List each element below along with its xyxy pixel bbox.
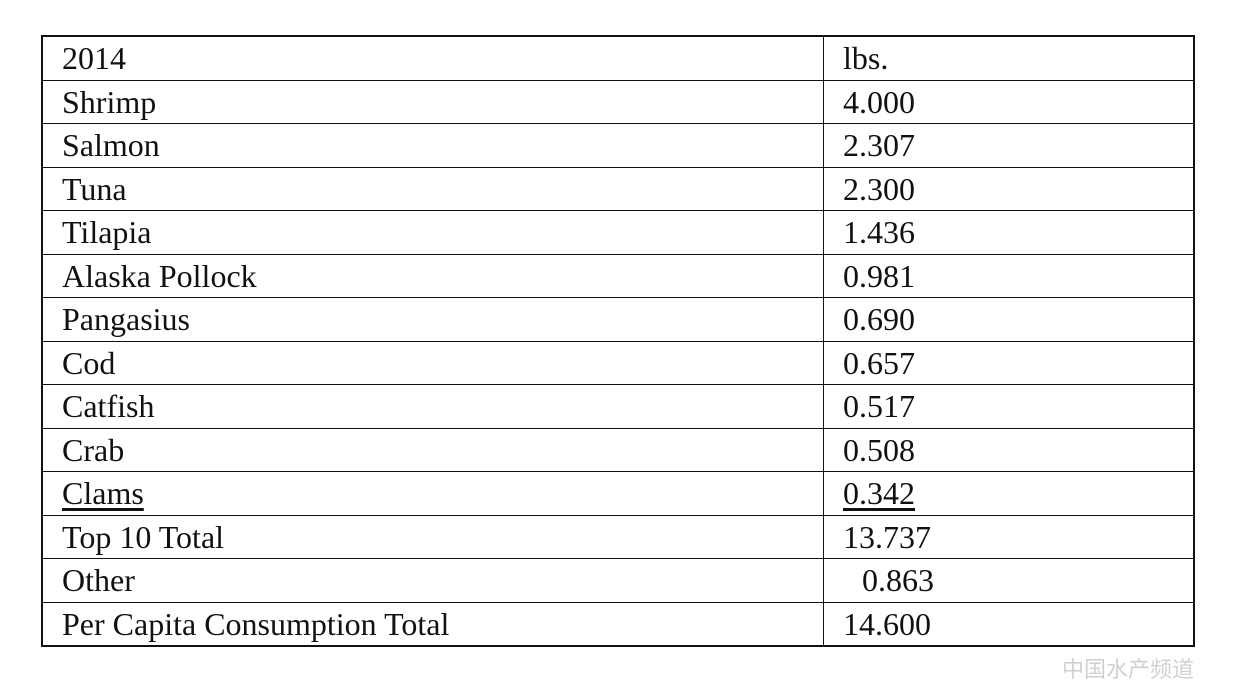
table-cell: 4.000 bbox=[823, 79, 1195, 124]
cell-text: lbs. bbox=[843, 40, 889, 77]
table-cell: Crab bbox=[41, 427, 824, 472]
watermark: 中国水产频道 bbox=[1061, 658, 1194, 683]
cell-text: 2.300 bbox=[843, 170, 915, 207]
table-cell: lbs. bbox=[823, 35, 1195, 81]
cell-text: 14.600 bbox=[843, 605, 931, 642]
table-cell: Per Capita Consumption Total bbox=[41, 601, 824, 647]
cell-text: 2014 bbox=[62, 40, 126, 77]
table-cell: Shrimp bbox=[41, 79, 824, 124]
cell-text: Clams bbox=[62, 475, 144, 512]
table-cell: 0.690 bbox=[823, 297, 1195, 342]
table-row: Salmon 2.307 bbox=[41, 123, 1195, 168]
cell-text: 0.657 bbox=[843, 344, 915, 381]
table-cell: 0.342 bbox=[823, 471, 1195, 516]
table-cell: Tuna bbox=[41, 166, 824, 211]
cell-text: 4.000 bbox=[843, 83, 915, 120]
table-row: Top 10 Total 13.737 bbox=[41, 514, 1195, 559]
table-row: Tuna 2.300 bbox=[41, 166, 1195, 211]
data-table: 2014 lbs. Shrimp 4.000 Salmon 2.307 Tuna 2.300 T… bbox=[41, 35, 1195, 647]
table-row: Clams 0.342 bbox=[41, 471, 1195, 516]
cell-text: Cod bbox=[62, 344, 116, 381]
table-cell: Top 10 Total bbox=[41, 514, 824, 559]
cell-text: 0.342 bbox=[843, 475, 915, 512]
table-row: Catfish 0.517 bbox=[41, 384, 1195, 429]
table-cell: Salmon bbox=[41, 123, 824, 168]
table-row: Crab 0.508 bbox=[41, 427, 1195, 472]
table-cell: Clams bbox=[41, 471, 824, 516]
cell-text: Per Capita Consumption Total bbox=[62, 605, 450, 642]
table-row: Cod 0.657 bbox=[41, 340, 1195, 385]
cell-text: 0.863 bbox=[862, 562, 934, 599]
cell-text: Top 10 Total bbox=[62, 518, 225, 555]
table-cell: 14.600 bbox=[823, 601, 1195, 647]
table-cell: Other bbox=[41, 558, 824, 603]
cell-text: Salmon bbox=[62, 127, 160, 164]
cell-text: 13.737 bbox=[843, 518, 931, 555]
table-cell: 13.737 bbox=[823, 514, 1195, 559]
table-cell: 2014 bbox=[41, 35, 824, 81]
cell-text: 2.307 bbox=[843, 127, 915, 164]
table-row: 2014 lbs. bbox=[41, 35, 1195, 81]
table-cell: Alaska Pollock bbox=[41, 253, 824, 298]
table-row: Tilapia 1.436 bbox=[41, 210, 1195, 255]
cell-text: Alaska Pollock bbox=[62, 257, 257, 294]
cell-text: Tuna bbox=[62, 170, 127, 207]
table-row: Alaska Pollock 0.981 bbox=[41, 253, 1195, 298]
cell-text: Shrimp bbox=[62, 83, 157, 120]
table-row: Pangasius 0.690 bbox=[41, 297, 1195, 342]
cell-text: Pangasius bbox=[62, 301, 190, 338]
table-cell: 0.863 bbox=[823, 558, 1195, 603]
cell-text: 0.690 bbox=[843, 301, 915, 338]
cell-text: 1.436 bbox=[843, 214, 915, 251]
table-cell: Pangasius bbox=[41, 297, 824, 342]
table-cell: 0.508 bbox=[823, 427, 1195, 472]
table-cell: Cod bbox=[41, 340, 824, 385]
table-cell: 0.517 bbox=[823, 384, 1195, 429]
table-cell: 2.307 bbox=[823, 123, 1195, 168]
cell-text: Other bbox=[62, 562, 135, 599]
table-cell: 0.657 bbox=[823, 340, 1195, 385]
table-cell: Catfish bbox=[41, 384, 824, 429]
cell-text: Tilapia bbox=[62, 214, 152, 251]
table-cell: 1.436 bbox=[823, 210, 1195, 255]
cell-text: Crab bbox=[62, 431, 125, 468]
table-cell: 0.981 bbox=[823, 253, 1195, 298]
cell-text: Catfish bbox=[62, 388, 155, 425]
table-row: Shrimp 4.000 bbox=[41, 79, 1195, 124]
table-cell: 2.300 bbox=[823, 166, 1195, 211]
table-row: Per Capita Consumption Total 14.600 bbox=[41, 601, 1195, 647]
cell-text: 0.508 bbox=[843, 431, 915, 468]
table-row: Other 0.863 bbox=[41, 558, 1195, 603]
cell-text: 0.981 bbox=[843, 257, 915, 294]
cell-text: 0.517 bbox=[843, 388, 915, 425]
table-cell: Tilapia bbox=[41, 210, 824, 255]
